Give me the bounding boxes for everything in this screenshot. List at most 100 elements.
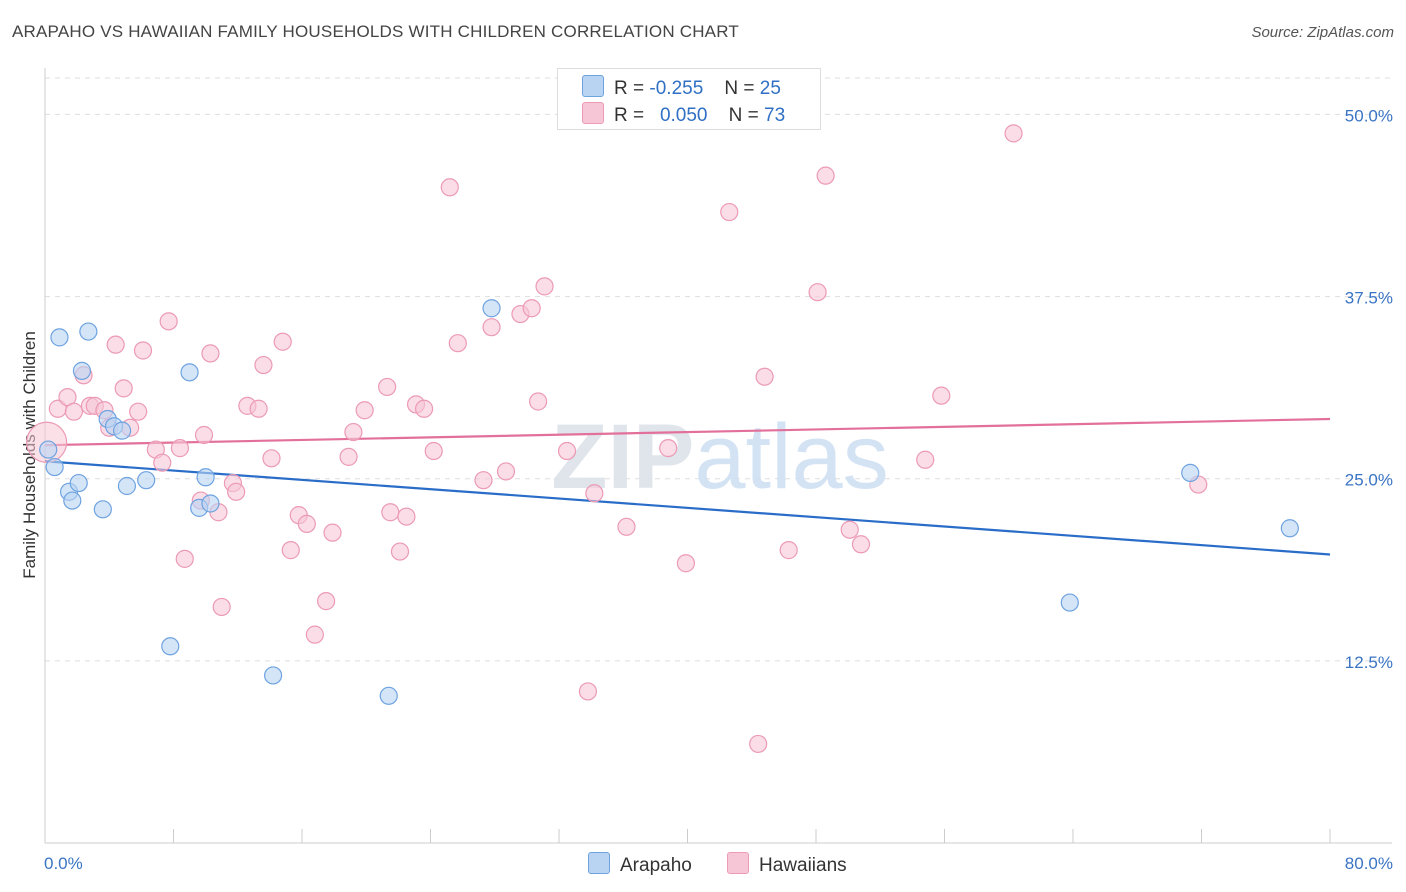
hawaiians-point [816,166,835,185]
hawaiians-point [153,453,172,472]
legend-label-hawaiians: Hawaiians [759,855,847,876]
hawaiians-point [932,386,951,405]
hawaiians-point [390,542,410,561]
hawaiians-point [344,422,363,442]
legend-item-arapaho[interactable]: Arapaho [588,852,692,877]
hawaiians-point [676,554,695,573]
arapaho-point [117,476,137,496]
hawaiians-point [522,299,541,318]
hawaiians-point [378,377,397,397]
hawaiians-legend-swatch [727,852,749,874]
hawaiians-point [249,399,268,418]
y-tick-label: 12.5% [1345,653,1393,672]
hawaiians-point [779,541,798,560]
arapaho-point [201,494,220,513]
hawaiians-point [106,335,125,354]
hawaiians-point [578,682,598,701]
arapaho-point [69,473,88,493]
arapaho-point [39,440,58,459]
n-value-hawaiians: 73 [764,105,786,126]
arapaho-point [1181,463,1200,482]
hawaiians-point [159,312,178,331]
n-value-arapaho: 25 [759,78,781,99]
hawaiians-point [133,341,153,360]
arapaho-trend-line [44,460,1331,556]
hawaiians-point [175,549,194,568]
hawaiians-point [262,449,281,468]
hawaiians-point [297,514,316,533]
hawaiians-point [749,734,768,754]
hawaiians-point [355,401,374,420]
trend-lines [44,417,1331,556]
r-label: R = [614,78,645,99]
hawaiians-point [851,535,871,554]
watermark-atlas: atlas [694,406,888,508]
hawaiians-point [397,507,416,526]
hawaiians-point [720,202,739,222]
arapaho-swatch [582,75,604,97]
n-label: N = [728,105,759,126]
hawaiians-point [496,462,516,481]
legend-label-arapaho: Arapaho [620,855,692,876]
arapaho-point [72,361,92,380]
hawaiians-point [617,517,636,536]
hawaiians-point [755,367,774,386]
hawaiians-point [585,484,604,503]
hawaiians-trend-line [44,417,1331,447]
hawaiians-point [482,318,501,337]
x-tick-label-min: 0.0% [44,854,83,873]
hawaiians-point [129,402,148,421]
hawaiians-point [316,592,336,611]
arapaho-point [196,468,215,487]
watermark-zip: ZIP [551,406,694,508]
hawaiians-point [840,520,859,539]
hawaiians-point [414,399,434,418]
hawaiians-point [424,441,443,461]
hawaiians-point [1004,124,1023,143]
tick-labels: 12.5% 25.0% 37.5% 50.0% 0.0% 80.0% [44,106,1393,873]
hawaiians-point [529,392,548,411]
arapaho-point [263,666,283,685]
arapaho-legend-swatch [588,852,610,874]
series-legend: Arapaho Hawaiians [0,852,1406,878]
arapaho-point [45,457,64,477]
arapaho-point [50,328,69,347]
r-value-arapaho: -0.255 [649,78,704,99]
hawaiians-point [64,402,84,421]
hawaiians-point [201,344,220,363]
arapaho-point [161,637,180,656]
hawaiians-point [474,471,493,490]
hawaiians-point [659,439,678,458]
arapaho-point [180,363,199,382]
chart-title: ARAPAHO VS HAWAIIAN FAMILY HOUSEHOLDS WI… [12,22,739,41]
hawaiians-point [281,541,300,560]
hawaiians-point [114,379,133,398]
hawaiians-point [535,277,554,296]
y-tick-label: 37.5% [1345,289,1393,308]
legend-item-hawaiians[interactable]: Hawaiians [727,852,847,877]
hawaiians-point [916,450,935,469]
hawaiians-point [323,523,342,542]
hawaiians-point [305,625,324,644]
data-points [26,124,1299,754]
arapaho-point [1280,519,1299,538]
arapaho-point [93,500,112,519]
x-tick-label-max: 80.0% [1345,854,1393,873]
r-value-hawaiians: 0.050 [659,105,708,126]
hawaiians-point [448,334,467,353]
arapaho-point [63,491,82,510]
hawaiians-point [557,441,577,461]
source-label: Source: ZipAtlas.com [1251,24,1394,41]
y-tick-label: 50.0% [1345,106,1393,125]
hawaiians-point [254,355,273,375]
hawaiians-swatch [582,102,604,124]
hawaiians-point [227,482,246,501]
arapaho-point [379,686,398,705]
hawaiians-point [440,178,459,197]
legend-row-hawaiians: R = 0.050 N = 73 [582,102,785,127]
hawaiians-point [339,447,358,466]
arapaho-point [482,299,501,318]
r-label: R = [614,105,645,126]
stats-legend: R = -0.255 N = 25 R = 0.050 N = 73 [557,68,821,130]
